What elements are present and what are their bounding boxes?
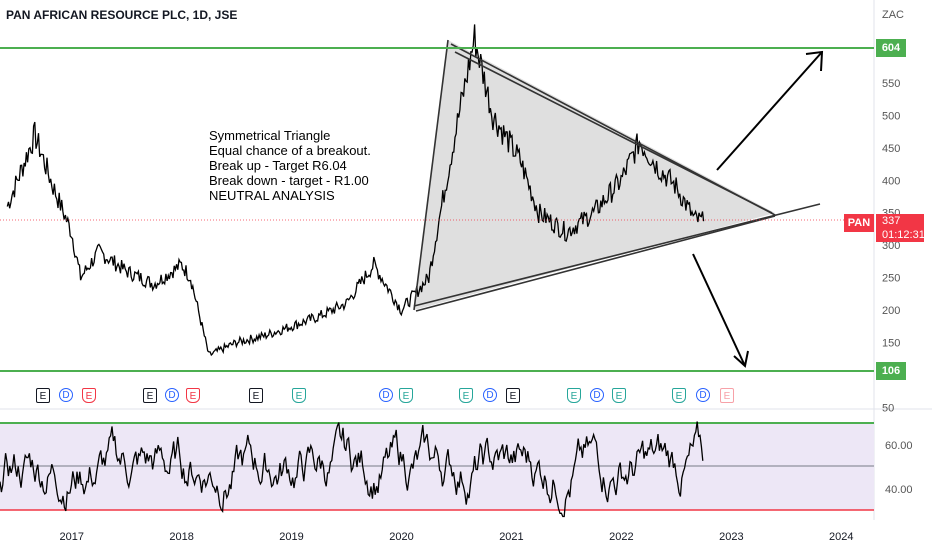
price-tick-200: 200 bbox=[882, 305, 900, 317]
countdown-badge: 01:12:31 bbox=[876, 228, 925, 242]
triangle-upper-edge-inner bbox=[454, 51, 773, 214]
dividend-marker[interactable]: D bbox=[165, 388, 179, 402]
earnings-marker[interactable]: E bbox=[459, 388, 473, 403]
price-tick-500: 500 bbox=[882, 111, 900, 123]
earnings-marker[interactable]: E bbox=[143, 388, 157, 403]
breakout-up-arrow bbox=[716, 50, 824, 171]
time-tick-2022: 2022 bbox=[609, 531, 633, 543]
earnings-marker[interactable]: E bbox=[249, 388, 263, 403]
earnings-marker[interactable]: E bbox=[567, 388, 581, 403]
price-tick-150: 150 bbox=[882, 338, 900, 350]
time-tick-2019: 2019 bbox=[279, 531, 303, 543]
earnings-marker[interactable]: E bbox=[672, 388, 686, 403]
price-tick-300: 300 bbox=[882, 240, 900, 252]
time-tick-2018: 2018 bbox=[169, 531, 193, 543]
time-tick-2017: 2017 bbox=[60, 531, 84, 543]
triangle-fill bbox=[414, 40, 775, 310]
dividend-marker[interactable]: D bbox=[59, 388, 73, 402]
earnings-marker[interactable]: E bbox=[399, 388, 413, 403]
earnings-marker[interactable]: E bbox=[292, 388, 306, 403]
annotation-line-2: Equal chance of a breakout. bbox=[209, 143, 371, 158]
annotation-line-4: Break down - target - R1.00 bbox=[209, 173, 369, 188]
triangle-lower-edge-inner bbox=[415, 215, 776, 312]
triangle-left-edge bbox=[413, 39, 449, 311]
resistance-price-badge: 604 bbox=[876, 39, 906, 57]
time-tick-2021: 2021 bbox=[499, 531, 523, 543]
dividend-marker[interactable]: D bbox=[590, 388, 604, 402]
time-axis-ticks: 2017 2018 2019 2020 2021 2022 2023 2024 bbox=[60, 531, 854, 543]
price-tick-450: 450 bbox=[882, 143, 900, 155]
rsi-tick-60: 60.00 bbox=[885, 440, 913, 452]
earnings-marker[interactable]: E bbox=[82, 388, 96, 403]
time-tick-2020: 2020 bbox=[389, 531, 413, 543]
time-tick-2024: 2024 bbox=[829, 531, 853, 543]
dividend-marker[interactable]: D bbox=[696, 388, 710, 402]
price-series-line bbox=[6, 24, 705, 357]
price-tick-50: 50 bbox=[882, 402, 894, 414]
earnings-marker[interactable]: E bbox=[612, 388, 626, 403]
triangle-edges bbox=[413, 39, 821, 312]
price-tick-400: 400 bbox=[882, 175, 900, 187]
earnings-marker[interactable]: E bbox=[506, 388, 520, 403]
rsi-series-line bbox=[0, 421, 704, 518]
dividend-marker[interactable]: D bbox=[379, 388, 393, 402]
price-axis-ticks: 55050045040035030025020015050 bbox=[882, 78, 900, 414]
annotation-line-5: NEUTRAL ANALYSIS bbox=[209, 188, 335, 203]
analysis-annotation[interactable]: Symmetrical Triangle Equal chance of a b… bbox=[209, 128, 371, 203]
annotation-line-3: Break up - Target R6.04 bbox=[209, 158, 347, 173]
price-tick-550: 550 bbox=[882, 78, 900, 90]
currency-label: ZAC bbox=[882, 9, 904, 21]
earnings-marker[interactable]: E bbox=[720, 388, 734, 403]
annotation-line-1: Symmetrical Triangle bbox=[209, 128, 331, 143]
earnings-marker[interactable]: E bbox=[36, 388, 50, 403]
earnings-marker[interactable]: E bbox=[186, 388, 200, 403]
last-price-badge: 337 bbox=[876, 214, 924, 228]
breakout-down-arrow bbox=[692, 253, 749, 368]
triangle-lower-edge bbox=[413, 203, 821, 307]
rsi-tick-40: 40.00 bbox=[885, 484, 913, 496]
chart-title: PAN AFRICAN RESOURCE PLC, 1D, JSE bbox=[6, 8, 238, 22]
dividend-marker[interactable]: D bbox=[483, 388, 497, 402]
time-tick-2023: 2023 bbox=[719, 531, 743, 543]
symbol-badge: PAN bbox=[844, 214, 874, 232]
support-price-badge: 106 bbox=[876, 362, 906, 380]
price-tick-250: 250 bbox=[882, 273, 900, 285]
